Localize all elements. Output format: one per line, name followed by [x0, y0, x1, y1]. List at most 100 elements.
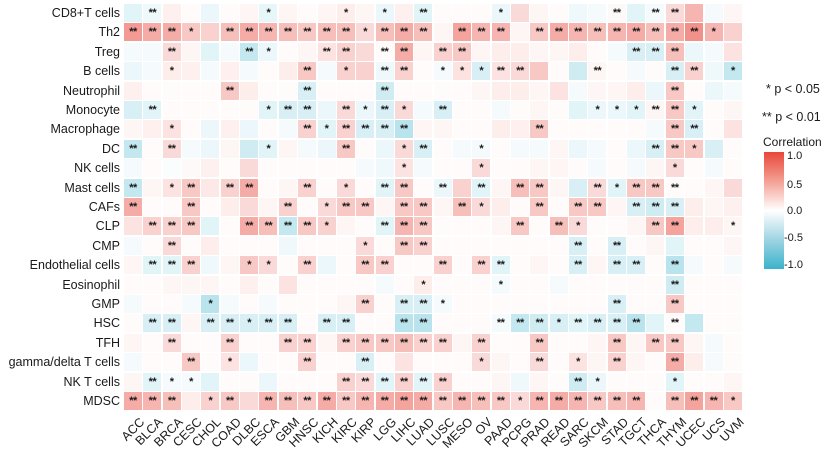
heatmap-cell	[646, 275, 665, 294]
heatmap-cell	[375, 139, 394, 158]
heatmap-cell: **	[278, 198, 297, 216]
heatmap-cell	[375, 295, 394, 313]
heatmap-cell	[491, 101, 510, 119]
heatmap-cell: **	[511, 314, 529, 333]
heatmap-cell	[259, 81, 278, 100]
heatmap-cell	[491, 353, 510, 372]
heatmap-cell: **	[530, 314, 549, 333]
heatmap-cell	[452, 217, 471, 236]
heatmap-cell	[549, 333, 568, 352]
heatmap-cell	[530, 295, 549, 313]
heatmap-cell: **	[162, 333, 181, 352]
heatmap-cell	[124, 4, 142, 22]
heatmap-cell	[549, 295, 568, 313]
heatmap-cell	[317, 178, 336, 197]
heatmap-cell	[259, 295, 278, 313]
heatmap-cell	[433, 275, 452, 294]
heatmap-cell: *	[607, 178, 626, 197]
heatmap-cell: **	[433, 372, 452, 391]
row-label: CD8+T cells	[51, 6, 120, 20]
heatmap-cell: **	[394, 314, 413, 333]
heatmap-cell: **	[336, 333, 355, 352]
row-label: Neutrophil	[63, 83, 120, 98]
heatmap-cell	[646, 62, 665, 81]
heatmap-cell	[646, 81, 665, 100]
heatmap-cell	[588, 120, 607, 139]
heatmap-cell: *	[259, 101, 278, 119]
heatmap-cell	[182, 295, 201, 313]
heatmap-cell	[394, 275, 413, 294]
heatmap-cell	[201, 23, 220, 42]
heatmap-cell: **	[685, 23, 704, 42]
heatmap-cell	[723, 333, 742, 352]
heatmap-cell: **	[685, 392, 704, 410]
heatmap-cell	[375, 159, 394, 178]
heatmap-cell	[627, 275, 646, 294]
heatmap-cell	[704, 256, 723, 275]
heatmap-cell: **	[240, 217, 259, 236]
heatmap-cell	[569, 159, 588, 178]
heatmap-cell	[685, 4, 704, 22]
heatmap-cell	[511, 275, 529, 294]
significance-legend-double: ** p < 0.01	[762, 110, 821, 124]
heatmap-cell	[723, 159, 742, 178]
heatmap-cell	[627, 81, 646, 100]
heatmap-cell: **	[414, 295, 433, 313]
heatmap-cell: **	[394, 333, 413, 352]
heatmap-cell	[607, 275, 626, 294]
heatmap-cell: *	[356, 101, 375, 119]
heatmap-cell: **	[220, 314, 239, 333]
heatmap-cell	[433, 314, 452, 333]
heatmap-cell: *	[685, 101, 704, 119]
heatmap-cell: *	[607, 101, 626, 119]
heatmap-cell: **	[414, 392, 433, 410]
heatmap-cell	[124, 295, 142, 313]
heatmap-cell: **	[491, 62, 510, 81]
heatmap-cell	[704, 178, 723, 197]
heatmap-cell	[627, 159, 646, 178]
heatmap-cell	[433, 120, 452, 139]
heatmap-cell	[704, 159, 723, 178]
heatmap-cell: **	[607, 295, 626, 313]
heatmap-cell: **	[530, 353, 549, 372]
heatmap-cell	[452, 236, 471, 255]
heatmap-cell: **	[511, 217, 529, 236]
heatmap-cell: **	[356, 198, 375, 216]
heatmap-cell: *	[162, 62, 181, 81]
row-label: MDSC	[83, 394, 120, 408]
heatmap-cell	[317, 275, 336, 294]
heatmap-cell: *	[472, 159, 491, 178]
heatmap-cell	[220, 198, 239, 216]
heatmap-cell	[356, 178, 375, 197]
heatmap-cell	[549, 81, 568, 100]
heatmap-cell	[646, 295, 665, 313]
heatmap-cell	[452, 159, 471, 178]
heatmap-cell	[278, 159, 297, 178]
heatmap-cell: **	[124, 139, 142, 158]
heatmap-cell: **	[472, 333, 491, 352]
heatmap-cell	[201, 236, 220, 255]
heatmap-cell: **	[627, 198, 646, 216]
heatmap-cell	[685, 198, 704, 216]
heatmap-cell	[414, 62, 433, 81]
heatmap-cell: **	[452, 198, 471, 216]
heatmap-cell: **	[336, 101, 355, 119]
heatmap-cell	[588, 256, 607, 275]
heatmap-cell: **	[665, 333, 684, 352]
heatmap-cell	[549, 120, 568, 139]
heatmap-cell	[433, 139, 452, 158]
heatmap-cell	[336, 256, 355, 275]
colorbar-title: Correlation	[763, 135, 822, 149]
heatmap-cell	[240, 4, 259, 22]
row-label: Treg	[94, 44, 120, 59]
heatmap-cell	[356, 81, 375, 100]
heatmap-cell	[646, 372, 665, 391]
heatmap-cell: **	[627, 392, 646, 410]
heatmap-cell	[685, 295, 704, 313]
heatmap-cell	[607, 81, 626, 100]
heatmap-cell	[627, 4, 646, 22]
heatmap-cell	[607, 139, 626, 158]
heatmap-cell	[588, 275, 607, 294]
heatmap-cell	[182, 236, 201, 255]
heatmap-cell: **	[259, 217, 278, 236]
